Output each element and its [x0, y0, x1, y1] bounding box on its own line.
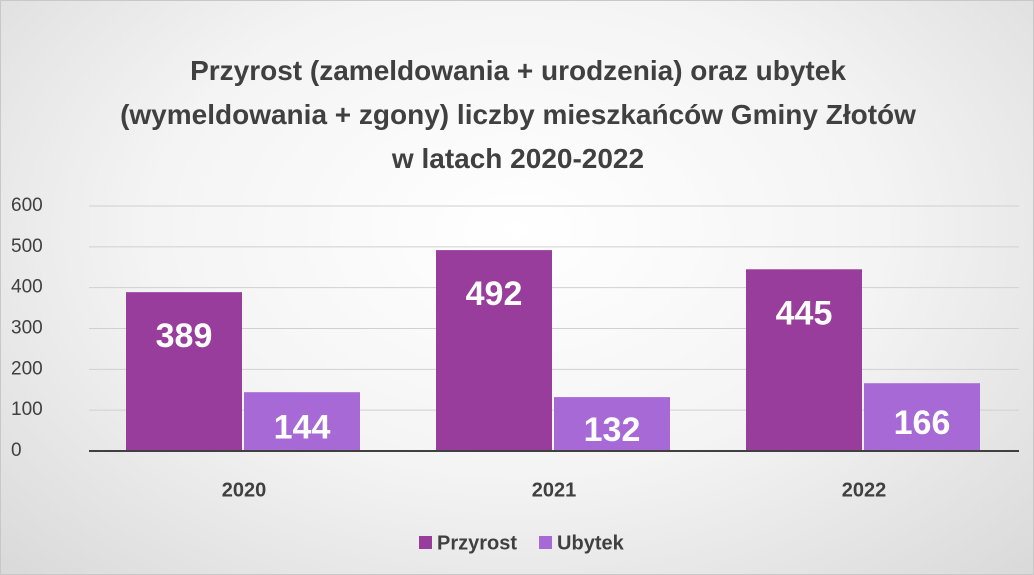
data-label: 389	[156, 317, 213, 355]
bar	[126, 292, 242, 451]
y-tick-label: 300	[11, 318, 43, 339]
legend-label: Przyrost	[437, 532, 517, 554]
bar	[746, 269, 862, 451]
chart-title: Przyrost (zameldowania + urodzenia) oraz…	[120, 55, 916, 174]
data-label: 144	[274, 409, 331, 447]
data-label: 492	[466, 275, 523, 313]
legend-swatch	[419, 536, 432, 549]
y-tick-label: 400	[11, 277, 43, 298]
data-label: 445	[776, 294, 833, 332]
data-label: 166	[894, 404, 951, 442]
x-tick-label: 2022	[842, 479, 887, 501]
bar	[864, 383, 980, 451]
y-tick-label: 500	[11, 236, 43, 257]
x-tick-label: 2020	[222, 479, 267, 501]
legend-label: Ubytek	[557, 532, 625, 554]
y-tick-label: 600	[11, 195, 43, 216]
data-label: 132	[584, 411, 641, 449]
bar	[244, 392, 360, 451]
legend-swatch	[539, 536, 553, 549]
bar	[436, 250, 552, 451]
y-tick-label: 0	[11, 440, 22, 461]
x-tick-label: 2021	[532, 479, 577, 501]
bar	[554, 397, 670, 451]
y-tick-label: 100	[11, 399, 43, 420]
y-tick-label: 200	[11, 358, 43, 379]
